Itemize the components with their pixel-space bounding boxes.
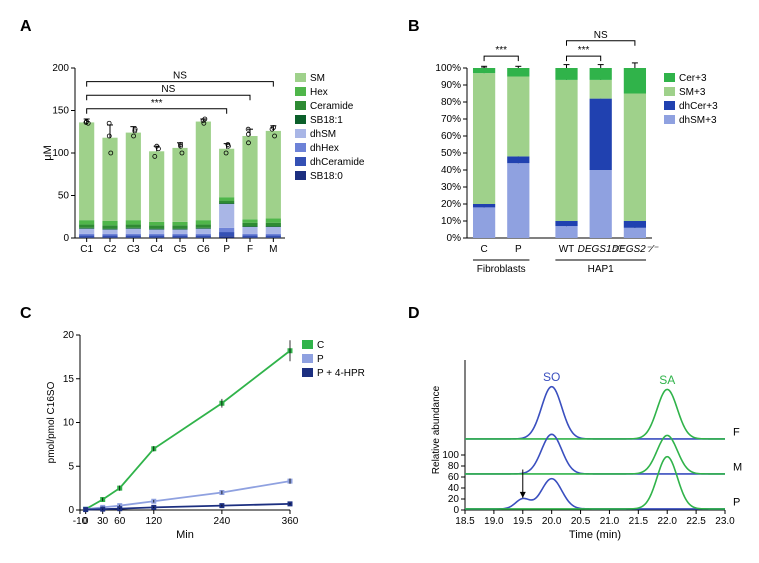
- svg-text:NS: NS: [594, 30, 608, 41]
- svg-text:21.0: 21.0: [600, 516, 620, 527]
- svg-text:***: ***: [151, 98, 163, 109]
- svg-text:0: 0: [63, 233, 69, 244]
- svg-text:P: P: [515, 244, 522, 255]
- svg-text:***: ***: [578, 45, 590, 56]
- svg-text:120: 120: [145, 516, 162, 527]
- svg-text:20.0: 20.0: [542, 516, 562, 527]
- svg-text:90%: 90%: [441, 80, 461, 91]
- svg-text:C2: C2: [104, 244, 117, 255]
- svg-text:19.0: 19.0: [484, 516, 504, 527]
- svg-text:21.5: 21.5: [629, 516, 649, 527]
- svg-text:Min: Min: [176, 529, 194, 541]
- svg-text:SA: SA: [659, 373, 675, 387]
- svg-text:Time (min): Time (min): [569, 529, 621, 541]
- svg-text:dhHex: dhHex: [310, 143, 339, 154]
- panel-d-chart: 18.5 19.0 19.5 20.0 20.5 21.0 21.5 22.0 22.5 23.0…: [425, 320, 759, 545]
- svg-text:200: 200: [52, 63, 69, 74]
- svg-text:10%: 10%: [441, 216, 461, 227]
- svg-text:22.5: 22.5: [686, 516, 706, 527]
- svg-text:Relative abundance: Relative abundance: [431, 385, 442, 474]
- svg-text:M: M: [269, 244, 277, 255]
- svg-text:P: P: [317, 354, 324, 365]
- svg-text:40%: 40%: [441, 165, 461, 176]
- panel-c-chart: 05101520-1003060120240360pmol/pmol C16SO…: [40, 320, 400, 545]
- svg-text:C1: C1: [80, 244, 93, 255]
- svg-text:dhCer+3: dhCer+3: [679, 101, 718, 112]
- svg-text:Hex: Hex: [310, 87, 328, 98]
- svg-text:70%: 70%: [441, 114, 461, 125]
- svg-text:40: 40: [448, 483, 460, 494]
- svg-text:F: F: [733, 427, 740, 439]
- svg-text:C5: C5: [174, 244, 187, 255]
- svg-text:SO: SO: [543, 370, 560, 384]
- svg-text:0: 0: [83, 516, 89, 527]
- svg-text:80: 80: [448, 461, 460, 472]
- svg-text:C: C: [317, 340, 324, 351]
- svg-text:50: 50: [58, 191, 70, 202]
- svg-text:60: 60: [114, 516, 126, 527]
- svg-text:100: 100: [52, 148, 69, 159]
- svg-text:dhSM+3: dhSM+3: [679, 115, 717, 126]
- panel-d-label: D: [408, 305, 420, 323]
- svg-text:C: C: [480, 244, 487, 255]
- svg-text:C4: C4: [150, 244, 163, 255]
- svg-text:C6: C6: [197, 244, 210, 255]
- svg-text:pmol/pmol C16SO: pmol/pmol C16SO: [46, 381, 57, 463]
- svg-text:30%: 30%: [441, 182, 461, 193]
- svg-text:30: 30: [97, 516, 109, 527]
- svg-text:SM+3: SM+3: [679, 87, 706, 98]
- svg-text:5: 5: [68, 461, 74, 472]
- svg-text:HAP1: HAP1: [588, 264, 615, 275]
- svg-text:15: 15: [63, 374, 75, 385]
- svg-text:80%: 80%: [441, 97, 461, 108]
- svg-text:100%: 100%: [435, 63, 461, 74]
- svg-text:20: 20: [448, 494, 460, 505]
- panel-c-label: C: [20, 305, 32, 323]
- svg-text:22.0: 22.0: [657, 516, 677, 527]
- svg-text:10: 10: [63, 418, 75, 429]
- figure-container: A B C D 050100150200μMC1C2C3C4C5C6PFM***…: [10, 10, 759, 553]
- svg-text:SM: SM: [310, 73, 325, 84]
- svg-text:M: M: [733, 462, 742, 474]
- svg-text:50%: 50%: [441, 148, 461, 159]
- svg-text:DEGS2⁻⁄⁻: DEGS2⁻⁄⁻: [612, 244, 659, 255]
- panel-a-chart: 0 50 100 150 200 μM C1 C2 C3 C4 C5 C6 P F M *** NS NS SM He…: [40, 28, 400, 288]
- svg-text:18.5: 18.5: [455, 516, 475, 527]
- svg-text:P: P: [223, 244, 230, 255]
- svg-text:0%: 0%: [447, 233, 462, 244]
- svg-text:20.5: 20.5: [571, 516, 591, 527]
- svg-text:***: ***: [495, 45, 507, 56]
- svg-text:Cer+3: Cer+3: [679, 73, 707, 84]
- panel-b-label: B: [408, 18, 420, 36]
- svg-text:240: 240: [214, 516, 231, 527]
- svg-text:SB18:0: SB18:0: [310, 171, 343, 182]
- svg-text:Ceramide: Ceramide: [310, 101, 354, 112]
- svg-text:P + 4-HPR: P + 4-HPR: [317, 368, 365, 379]
- svg-text:NS: NS: [161, 84, 175, 95]
- svg-text:0: 0: [453, 505, 459, 516]
- svg-text:P: P: [733, 497, 740, 509]
- panel-b-chart: 0% 10% 20% 30% 40% 50% 60% 70% 80% 90% 100% C P WT DEG…: [425, 28, 759, 288]
- svg-text:C3: C3: [127, 244, 140, 255]
- svg-text:100: 100: [442, 450, 459, 461]
- svg-text:20%: 20%: [441, 199, 461, 210]
- svg-text:150: 150: [52, 106, 69, 117]
- svg-text:20: 20: [63, 330, 75, 341]
- svg-text:SB18:1: SB18:1: [310, 115, 343, 126]
- svg-text:360: 360: [282, 516, 299, 527]
- svg-text:μM: μM: [42, 145, 54, 161]
- svg-text:23.0: 23.0: [715, 516, 735, 527]
- svg-text:NS: NS: [173, 71, 187, 82]
- svg-text:60%: 60%: [441, 131, 461, 142]
- svg-text:0: 0: [68, 505, 74, 516]
- svg-text:19.5: 19.5: [513, 516, 533, 527]
- svg-text:WT: WT: [559, 244, 575, 255]
- svg-text:60: 60: [448, 472, 460, 483]
- panel-a-label: A: [20, 18, 32, 36]
- svg-text:Fibroblasts: Fibroblasts: [477, 264, 526, 275]
- svg-text:dhSM: dhSM: [310, 129, 336, 140]
- svg-text:F: F: [247, 244, 253, 255]
- svg-text:dhCeramide: dhCeramide: [310, 157, 365, 168]
